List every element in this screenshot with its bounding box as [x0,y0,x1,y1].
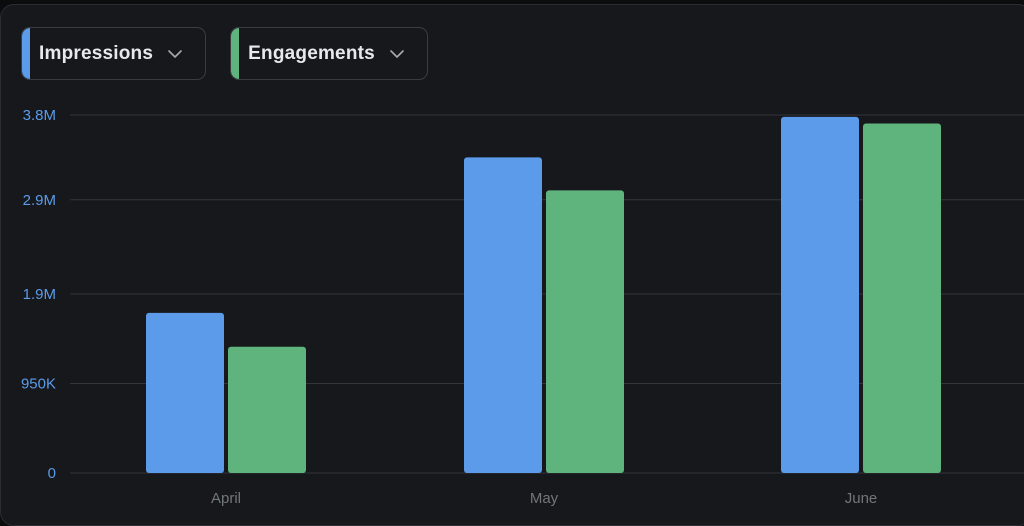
y-axis-tick-labels: 0 950K 1.9M 2.9M 3.8M [21,107,56,482]
impressions-color-indicator [22,28,30,79]
bar-impressions-june[interactable] [781,116,859,473]
chevron-down-icon [168,49,182,58]
engagements-selector[interactable]: Engagements [230,27,428,80]
bar-impressions-may[interactable] [464,157,542,474]
engagements-selector-label: Engagements [248,42,375,64]
bar-engagements-may[interactable] [546,190,624,474]
metric-selectors: Impressions Engagements [21,27,428,80]
y-tick-label: 950K [21,376,56,393]
bar-impressions-april[interactable] [146,312,224,473]
x-category-label: June [845,490,878,507]
impressions-selector[interactable]: Impressions [21,27,207,80]
y-tick-label: 3.8M [23,107,56,124]
impressions-selector-label: Impressions [39,42,154,64]
y-tick-label: 2.9M [23,192,56,209]
bar-engagements-april[interactable] [228,346,306,473]
chevron-down-icon [390,49,404,58]
engagements-color-indicator [231,28,240,79]
x-category-label: April [211,490,241,507]
x-axis-category-labels: April May June [211,490,877,507]
bar-engagements-june[interactable] [863,123,941,474]
x-category-label: May [530,490,559,507]
y-tick-label: 0 [48,465,56,482]
bar-chart: 0 950K 1.9M 2.9M 3.8M April May June [21,107,1024,507]
bars [146,116,941,474]
y-tick-label: 1.9M [23,286,56,303]
